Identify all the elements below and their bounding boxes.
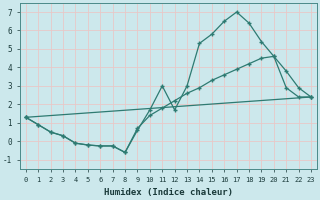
X-axis label: Humidex (Indice chaleur): Humidex (Indice chaleur) — [104, 188, 233, 197]
